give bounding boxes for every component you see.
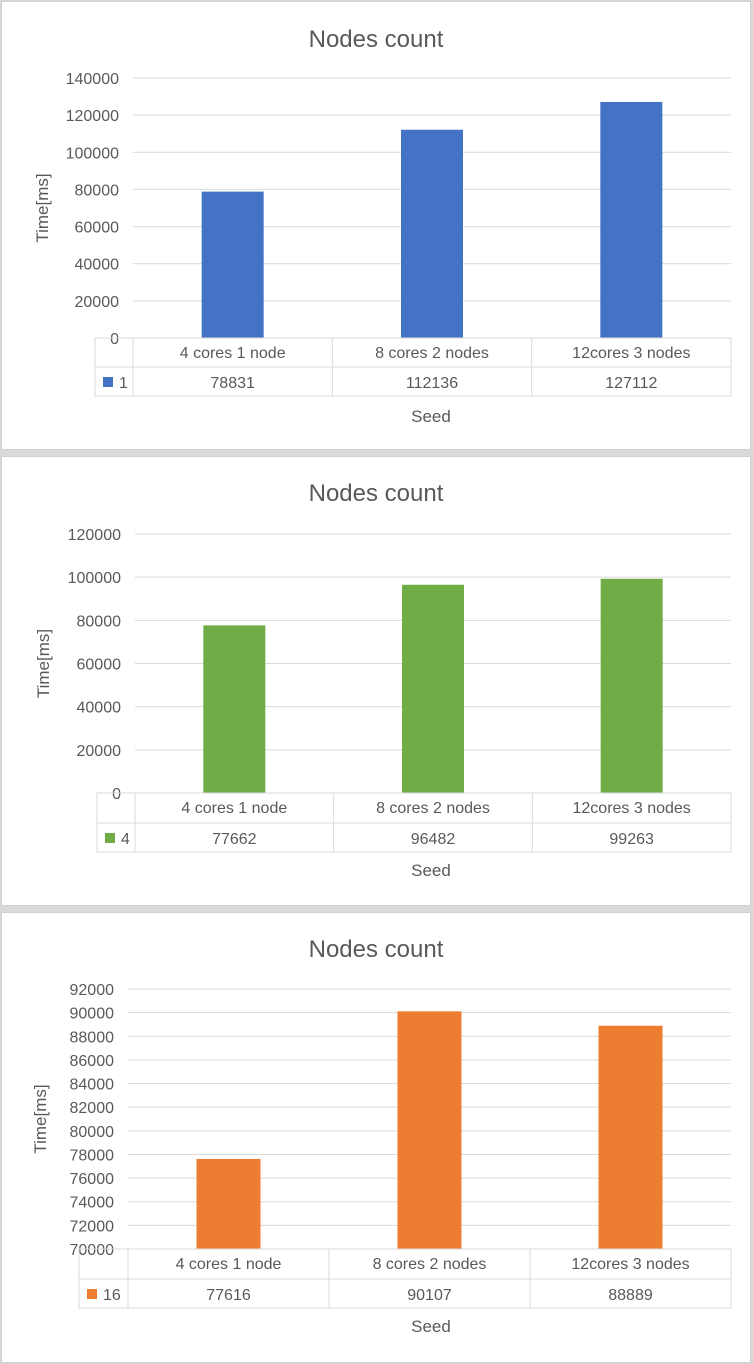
y-tick-label: 20000 — [77, 743, 122, 760]
chart-title: Nodes count — [309, 936, 444, 963]
bar — [201, 191, 264, 338]
category-label: 12cores 3 nodes — [572, 345, 690, 362]
bar — [397, 1011, 462, 1249]
y-tick-label: 70000 — [70, 1242, 115, 1259]
y-tick-label: 76000 — [70, 1171, 115, 1188]
y-axis-label: Time[ms] — [31, 1084, 50, 1153]
bar-chart-2: Nodes count 0 20000 40000 60000 80000 100000 12… — [34, 480, 732, 880]
legend-series-label: 4 — [121, 831, 130, 848]
chart-panel-2: Nodes count 0 20000 40000 60000 80000 100000 12… — [1, 456, 751, 906]
bar — [203, 625, 266, 793]
x-axis-label: Seed — [411, 861, 451, 880]
category-label: 8 cores 2 nodes — [376, 800, 490, 817]
bar — [600, 101, 663, 338]
category-label: 12cores 3 nodes — [571, 1256, 689, 1273]
data-value-label: 77662 — [212, 831, 257, 848]
y-tick-label: 140000 — [66, 71, 119, 88]
y-tick-label: 60000 — [75, 220, 120, 237]
y-tick-label: 72000 — [70, 1218, 115, 1235]
legend-swatch — [103, 377, 113, 387]
y-tick-label: 40000 — [75, 257, 120, 274]
y-tick-label: 100000 — [68, 570, 121, 587]
y-tick-label: 88000 — [70, 1029, 115, 1046]
y-tick-label: 60000 — [77, 657, 122, 674]
legend-swatch — [105, 833, 115, 843]
y-tick-label: 0 — [112, 786, 121, 803]
chart-title: Nodes count — [309, 480, 444, 507]
y-tick-label: 84000 — [70, 1077, 115, 1094]
category-label: 4 cores 1 node — [181, 800, 287, 817]
data-value-label: 78831 — [210, 375, 255, 392]
category-label: 4 cores 1 node — [176, 1256, 282, 1273]
data-value-label: 99263 — [609, 831, 654, 848]
category-label: 12cores 3 nodes — [573, 800, 691, 817]
chart-panel-3: Nodes count 70000 72000 74000 76000 78000 8000… — [1, 912, 751, 1363]
x-axis-label: Seed — [411, 1317, 451, 1336]
y-tick-label: 120000 — [66, 108, 119, 125]
bar — [196, 1158, 261, 1249]
data-value-label: 77616 — [206, 1287, 251, 1304]
chart-title: Nodes count — [309, 26, 444, 53]
y-tick-label: 80000 — [77, 613, 122, 630]
y-tick-label: 120000 — [68, 527, 121, 544]
bar — [402, 584, 464, 793]
bar-chart-1: Nodes count 0 20000 40000 60000 80000 100000 12… — [33, 26, 732, 426]
category-label: 4 cores 1 node — [180, 345, 286, 362]
chart-panel-1: Nodes count 0 20000 40000 60000 80000 100000 12… — [1, 1, 751, 450]
legend-series-label: 1 — [119, 375, 128, 392]
category-label: 8 cores 2 nodes — [375, 345, 489, 362]
category-label: 8 cores 2 nodes — [373, 1256, 487, 1273]
y-tick-label: 90000 — [70, 1006, 115, 1023]
bar — [401, 129, 463, 338]
data-value-label: 112136 — [406, 375, 458, 392]
bar-chart-3: Nodes count 70000 72000 74000 76000 78000 8000… — [31, 936, 732, 1336]
bar — [598, 1025, 663, 1249]
y-axis-label: Time[ms] — [34, 629, 53, 698]
y-tick-label: 0 — [110, 331, 119, 348]
y-tick-label: 78000 — [70, 1147, 115, 1164]
legend-series-label: 16 — [103, 1287, 121, 1304]
y-tick-label: 86000 — [70, 1053, 115, 1070]
y-tick-label: 92000 — [70, 982, 115, 999]
y-tick-label: 100000 — [66, 145, 119, 162]
y-tick-label: 74000 — [70, 1195, 115, 1212]
data-value-label: 90107 — [407, 1287, 452, 1304]
y-tick-label: 40000 — [77, 700, 122, 717]
y-tick-label: 80000 — [70, 1124, 115, 1141]
legend-swatch — [87, 1289, 97, 1299]
y-tick-label: 20000 — [75, 294, 120, 311]
data-value-label: 127112 — [605, 375, 657, 392]
bar — [600, 578, 663, 793]
data-value-label: 88889 — [608, 1287, 653, 1304]
y-tick-label: 82000 — [70, 1100, 115, 1117]
y-tick-label: 80000 — [75, 182, 120, 199]
data-value-label: 96482 — [411, 831, 456, 848]
x-axis-label: Seed — [411, 407, 451, 426]
y-axis-label: Time[ms] — [33, 173, 52, 242]
